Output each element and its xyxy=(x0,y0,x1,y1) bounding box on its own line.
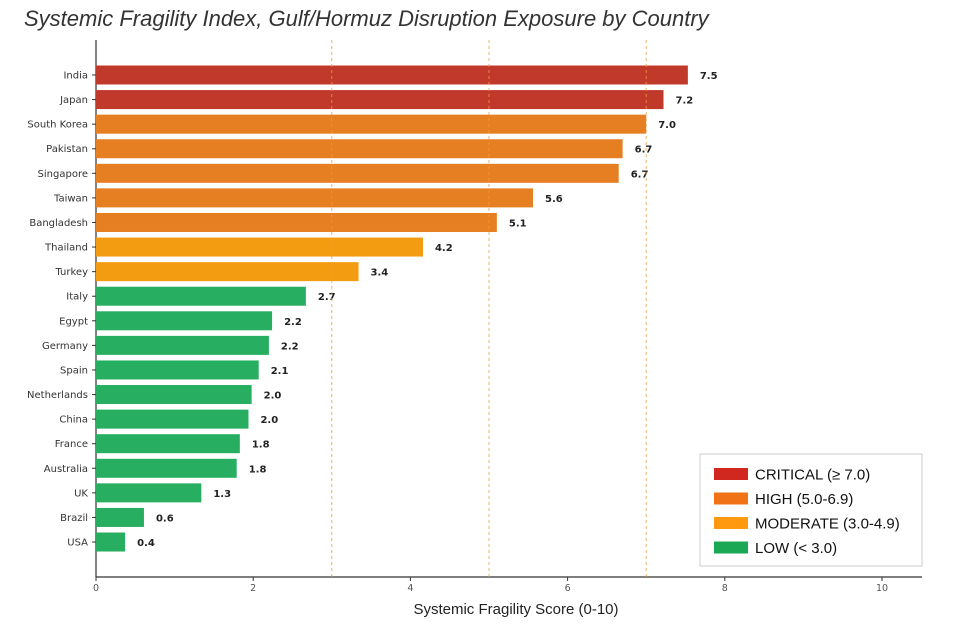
category-label: Egypt xyxy=(59,316,88,327)
x-tick-label: 2 xyxy=(250,583,256,594)
category-label: Australia xyxy=(44,464,88,475)
value-label: 1.8 xyxy=(249,464,267,475)
value-label: 2.0 xyxy=(264,391,282,402)
legend-label-high: HIGH (5.0-6.9) xyxy=(755,491,853,508)
x-tick-label: 4 xyxy=(407,583,413,594)
bar-australia xyxy=(96,458,237,478)
legend-swatch-low xyxy=(714,541,748,554)
bar-italy xyxy=(96,286,306,306)
category-label: France xyxy=(55,439,88,450)
value-label: 2.2 xyxy=(281,341,299,352)
value-label: 6.7 xyxy=(635,145,653,156)
category-label: Germany xyxy=(42,341,88,352)
category-label: Thailand xyxy=(44,243,88,254)
value-label: 5.1 xyxy=(509,218,527,229)
value-label: 1.8 xyxy=(252,440,270,451)
value-label: 0.4 xyxy=(137,538,155,549)
value-label: 5.6 xyxy=(545,194,563,205)
category-label: Singapore xyxy=(38,169,88,180)
bar-usa xyxy=(96,532,126,552)
category-label: USA xyxy=(67,538,88,549)
bar-germany xyxy=(96,335,269,355)
value-label: 4.2 xyxy=(435,243,453,254)
value-label: 7.2 xyxy=(675,96,693,107)
bar-egypt xyxy=(96,311,273,331)
value-label: 3.4 xyxy=(371,268,389,279)
x-tick-label: 0 xyxy=(93,583,99,594)
category-label: Bangladesh xyxy=(29,218,88,229)
category-label: Pakistan xyxy=(46,144,88,155)
legend-swatch-high xyxy=(714,492,748,505)
bar-brazil xyxy=(96,507,144,527)
legend-label-low: LOW (< 3.0) xyxy=(755,540,837,557)
category-label: Netherlands xyxy=(27,390,88,401)
x-axis-label: Systemic Fragility Score (0-10) xyxy=(413,601,618,618)
legend-label-critical: CRITICAL (≥ 7.0) xyxy=(755,467,870,484)
value-label: 0.6 xyxy=(156,513,174,524)
bar-china xyxy=(96,409,249,429)
x-tick-label: 6 xyxy=(565,583,571,594)
category-label: UK xyxy=(74,488,88,499)
category-label: Turkey xyxy=(54,267,88,278)
value-label: 2.0 xyxy=(260,415,278,426)
x-tick-label: 10 xyxy=(876,583,888,594)
category-label: Spain xyxy=(60,365,88,376)
bar-uk xyxy=(96,483,202,503)
legend-label-moderate: MODERATE (3.0-4.9) xyxy=(755,516,900,533)
x-tick-label: 8 xyxy=(722,583,728,594)
bar-bangladesh xyxy=(96,212,497,232)
value-label: 1.3 xyxy=(213,489,231,500)
category-label: Brazil xyxy=(60,513,88,524)
category-label: Taiwan xyxy=(53,193,88,204)
value-label: 2.7 xyxy=(318,292,336,303)
category-label: South Korea xyxy=(27,120,88,131)
bar-netherlands xyxy=(96,385,252,405)
category-label: Japan xyxy=(59,95,88,106)
value-label: 2.1 xyxy=(271,366,289,377)
bar-thailand xyxy=(96,237,423,257)
category-label: Italy xyxy=(66,292,88,303)
category-label: India xyxy=(63,71,88,82)
bar-pakistan xyxy=(96,139,623,159)
bar-france xyxy=(96,434,240,454)
bar-japan xyxy=(96,90,664,110)
legend-swatch-critical xyxy=(714,468,748,480)
value-label: 7.0 xyxy=(658,120,676,131)
value-label: 7.5 xyxy=(700,71,718,82)
bar-south-korea xyxy=(96,114,647,134)
bar-turkey xyxy=(96,262,359,282)
legend-swatch-moderate xyxy=(714,517,748,529)
chart-title: Systemic Fragility Index, Gulf/Hormuz Di… xyxy=(24,6,709,31)
bar-singapore xyxy=(96,163,619,183)
bar-india xyxy=(96,65,688,85)
value-label: 2.2 xyxy=(284,317,302,328)
value-label: 6.7 xyxy=(631,169,649,180)
category-label: China xyxy=(59,415,88,426)
bar-spain xyxy=(96,360,259,380)
bar-taiwan xyxy=(96,188,534,208)
